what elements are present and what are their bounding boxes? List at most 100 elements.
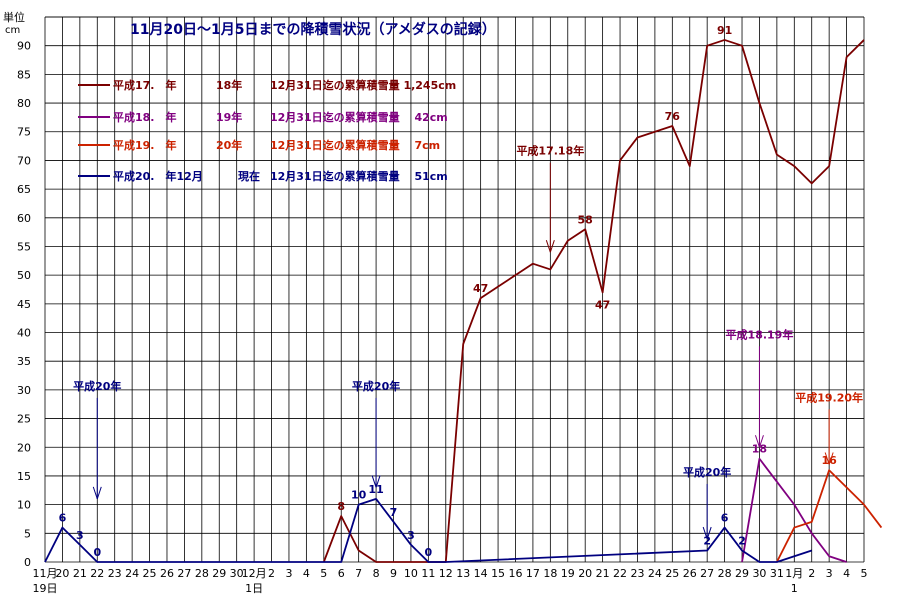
y-tick-label: 50 xyxy=(17,269,31,282)
x-tick-label: 25 xyxy=(143,567,157,580)
legend-text: 12月31日迄の累算積雪量 42cm xyxy=(270,110,448,124)
series-line xyxy=(44,497,813,563)
data-label: 47 xyxy=(595,298,610,311)
y-tick-label: 85 xyxy=(17,68,31,81)
x-tick-label: 2 xyxy=(268,567,275,580)
x-tick-sublabel: 1日 xyxy=(245,582,263,595)
legend-text: 19年 xyxy=(216,110,242,124)
y-axis-unit-label: 単位 xyxy=(3,10,25,24)
legend-text: 平成17. 年 xyxy=(113,78,177,92)
x-tick-label: 22 xyxy=(613,567,627,580)
data-label: 58 xyxy=(578,213,593,226)
data-label: 0 xyxy=(425,546,433,559)
x-tick-label: 26 xyxy=(160,567,174,580)
x-tick-label: 24 xyxy=(648,567,662,580)
annotation-arrowhead xyxy=(758,435,764,448)
annotation-label: 平成19.20年 xyxy=(795,390,863,404)
chart-title: 11月20日～1月5日までの降積雪状況（アメダスの記録） xyxy=(130,21,496,38)
x-tick-label: 7 xyxy=(355,567,362,580)
data-label: 11 xyxy=(368,483,383,496)
x-tick-label: 29 xyxy=(212,567,226,580)
x-tick-sublabel: 19日 xyxy=(33,582,58,595)
legend-text: 12月31日迄の累算積雪量 1,245cm xyxy=(270,78,456,92)
annotation-arrowhead xyxy=(545,240,551,253)
x-tick-label: 30 xyxy=(230,567,244,580)
y-tick-label: 15 xyxy=(17,470,31,483)
grid xyxy=(44,16,865,563)
annotation-arrowhead xyxy=(706,526,712,540)
y-tick-label: 75 xyxy=(17,126,31,139)
data-label: 6 xyxy=(59,512,67,525)
y-tick-label: 5 xyxy=(24,527,31,540)
legend-text: 12月31日迄の累算積雪量 7cm xyxy=(270,138,440,152)
data-label: 3 xyxy=(407,529,415,542)
y-tick-label: 25 xyxy=(17,413,31,426)
annotation-arrowhead xyxy=(828,452,834,465)
legend-text: 平成20. 年12月 xyxy=(113,169,203,183)
data-label: 7 xyxy=(390,506,398,519)
y-axis-unit: cm xyxy=(5,25,20,36)
legend-text: 現在 xyxy=(238,169,260,183)
x-tick-label: 1月 xyxy=(785,567,803,580)
x-tick-label: 12月 xyxy=(242,567,267,580)
x-tick-label: 22 xyxy=(90,567,104,580)
data-label: 2 xyxy=(703,535,711,548)
y-tick-label: 20 xyxy=(17,441,31,454)
x-tick-label: 23 xyxy=(108,567,122,580)
x-tick-label: 20 xyxy=(578,567,592,580)
legend: 平成17. 年 18年 12月31日迄の累算積雪量 1,245cm 平成18. 年 19… xyxy=(78,78,456,183)
y-tick-label: 45 xyxy=(17,298,31,311)
data-label: 10 xyxy=(351,489,367,502)
x-tick-label: 3 xyxy=(826,567,833,580)
x-tick-label: 27 xyxy=(700,567,714,580)
x-tick-label: 4 xyxy=(843,567,850,580)
x-tick-label: 30 xyxy=(752,567,766,580)
y-tick-label: 80 xyxy=(17,97,31,110)
legend-text: 平成18. 年 xyxy=(113,110,177,124)
x-tick-label: 9 xyxy=(390,567,397,580)
annotation-arrowhead xyxy=(371,475,377,488)
x-tick-label: 6 xyxy=(338,567,345,580)
x-tick-sublabel: 1 xyxy=(791,582,798,595)
data-label: 8 xyxy=(337,500,345,513)
x-tick-label: 28 xyxy=(195,567,209,580)
x-tick-label: 16 xyxy=(508,567,522,580)
x-tick-label: 26 xyxy=(683,567,697,580)
x-tick-label: 3 xyxy=(285,567,292,580)
data-label: 16 xyxy=(821,454,837,467)
data-label: 76 xyxy=(665,110,681,123)
x-tick-label: 31 xyxy=(770,567,784,580)
data-label: 2 xyxy=(738,535,746,548)
annotation-label: 平成20年 xyxy=(683,465,731,479)
x-tick-label: 20 xyxy=(55,567,69,580)
x-tick-label: 24 xyxy=(125,567,139,580)
x-tick-label: 5 xyxy=(320,567,327,580)
annotation-arrowhead xyxy=(96,486,102,500)
x-tick-label: 17 xyxy=(526,567,540,580)
annotation-label: 平成20年 xyxy=(352,379,400,393)
y-tick-label: 55 xyxy=(17,240,31,253)
legend-text: 20年 xyxy=(216,138,242,152)
x-tick-label: 5 xyxy=(861,567,868,580)
annotation-arrowhead xyxy=(375,475,381,488)
x-tick-label: 14 xyxy=(474,567,488,580)
annotation-arrowhead xyxy=(824,452,830,465)
annotation-label: 平成18.19年 xyxy=(726,327,794,341)
series-line xyxy=(776,469,883,563)
x-tick-label: 28 xyxy=(718,567,732,580)
annotation-arrowhead xyxy=(754,435,760,448)
x-tick-label: 8 xyxy=(373,567,380,580)
y-tick-label: 0 xyxy=(24,556,31,569)
annotation-arrowhead xyxy=(702,526,708,540)
x-tick-label: 2 xyxy=(808,567,815,580)
data-label: 3 xyxy=(76,529,84,542)
annotation-arrowhead xyxy=(92,486,98,500)
x-tick-label: 19 xyxy=(561,567,575,580)
annotation-arrowhead xyxy=(549,240,555,253)
legend-text: 平成19. 年 xyxy=(113,138,177,152)
annotation-label: 平成20年 xyxy=(73,379,121,393)
y-tick-label: 60 xyxy=(17,212,31,225)
